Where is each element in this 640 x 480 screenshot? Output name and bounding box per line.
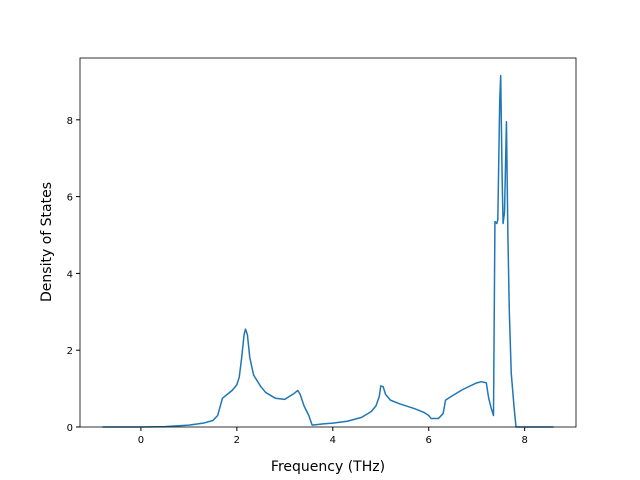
x-tick-label: 4	[330, 435, 336, 446]
x-tick-label: 8	[521, 435, 527, 446]
x-tick-label: 0	[138, 435, 144, 446]
plot-frame	[79, 57, 577, 428]
y-tick-label: 4	[67, 269, 73, 280]
x-axis-label: Frequency (THz)	[271, 459, 385, 475]
line	[102, 74, 554, 428]
y-axis-label: Density of States	[39, 182, 55, 302]
x-tick-label: 2	[234, 435, 240, 446]
x-tick-label: 6	[426, 435, 432, 446]
y-tick-label: 2	[67, 346, 73, 357]
y-tick-label: 6	[67, 193, 73, 204]
y-tick-label: 0	[67, 423, 73, 434]
y-tick-label: 8	[67, 116, 73, 127]
